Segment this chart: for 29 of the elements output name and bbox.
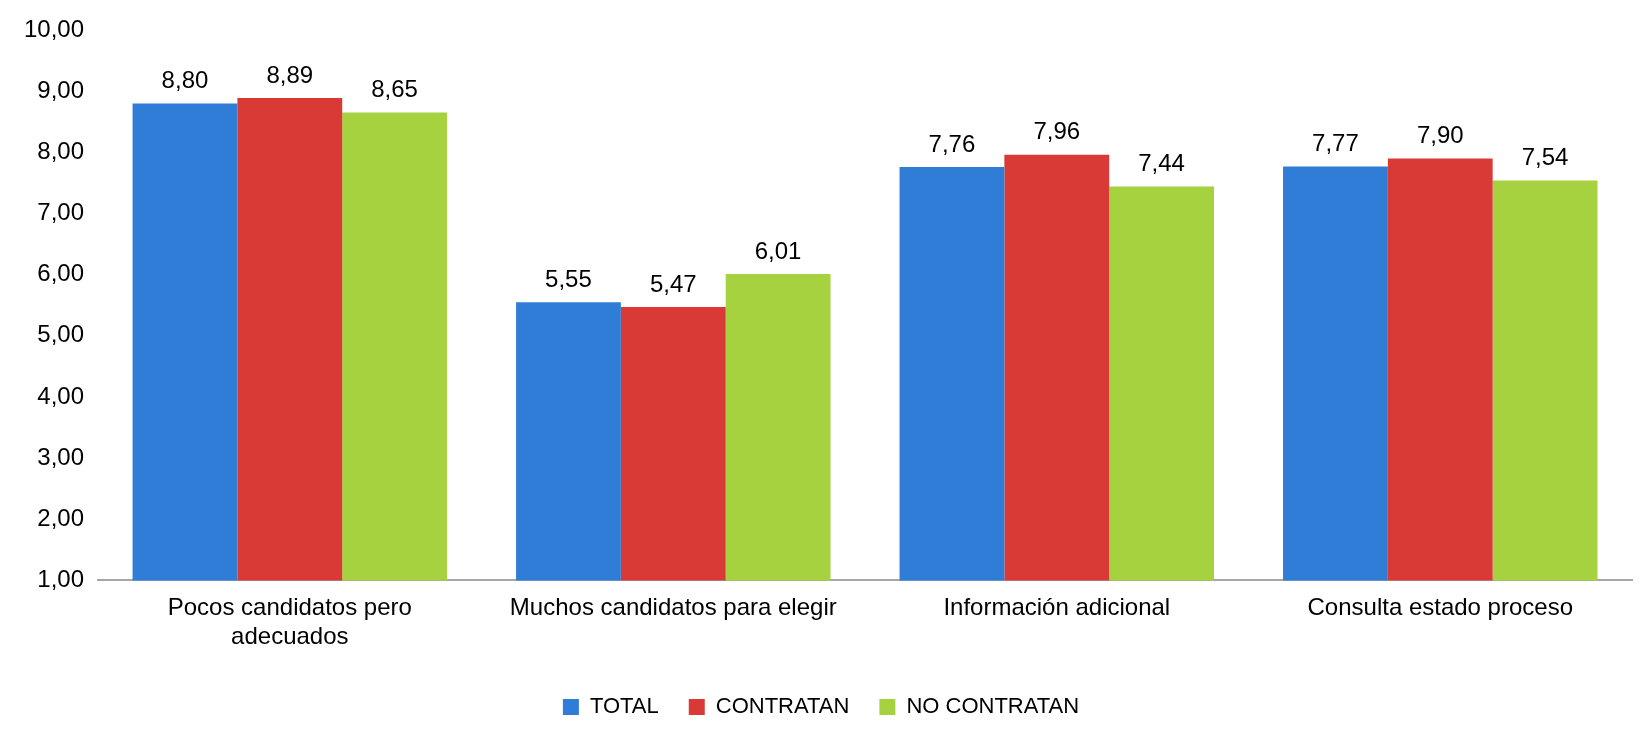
legend-label: NO CONTRATAN: [906, 693, 1080, 719]
data-label: 5,55: [545, 264, 592, 292]
legend-label: CONTRATAN: [715, 693, 850, 719]
legend-label: TOTAL: [589, 693, 659, 719]
y-tick-label: 2,00: [37, 503, 85, 531]
data-label: 8,89: [266, 60, 314, 88]
data-label: 7,96: [1033, 117, 1081, 145]
y-tick-label: 1,00: [37, 565, 85, 593]
y-tick-label: 5,00: [37, 320, 85, 348]
y-tick-label: 7,00: [37, 198, 85, 226]
data-label: 6,01: [754, 236, 802, 264]
data-label: 8,80: [161, 66, 209, 94]
data-label: 5,47: [649, 269, 697, 297]
y-tick-label: 10,00: [24, 14, 85, 42]
data-label: 7,54: [1521, 143, 1569, 171]
y-tick-label: 9,00: [37, 75, 85, 103]
data-label: 7,90: [1416, 121, 1464, 149]
x-tick-label: Consulta estado proceso: [1307, 593, 1574, 621]
x-tick-label: Pocos candidatos pero adecuados: [167, 593, 412, 650]
y-tick-label: 8,00: [37, 136, 85, 164]
y-tick-label: 4,00: [37, 381, 85, 409]
y-tick-label: 3,00: [37, 442, 85, 470]
x-tick-label: Información adicional: [943, 593, 1171, 621]
x-tick-label: Muchos candidatos para elegir: [509, 593, 837, 621]
data-label: 7,44: [1138, 149, 1185, 177]
data-label: 8,65: [371, 75, 418, 103]
y-tick-label: 6,00: [37, 259, 85, 287]
data-label: 7,77: [1312, 129, 1359, 156]
data-label: 7,76: [928, 129, 976, 157]
